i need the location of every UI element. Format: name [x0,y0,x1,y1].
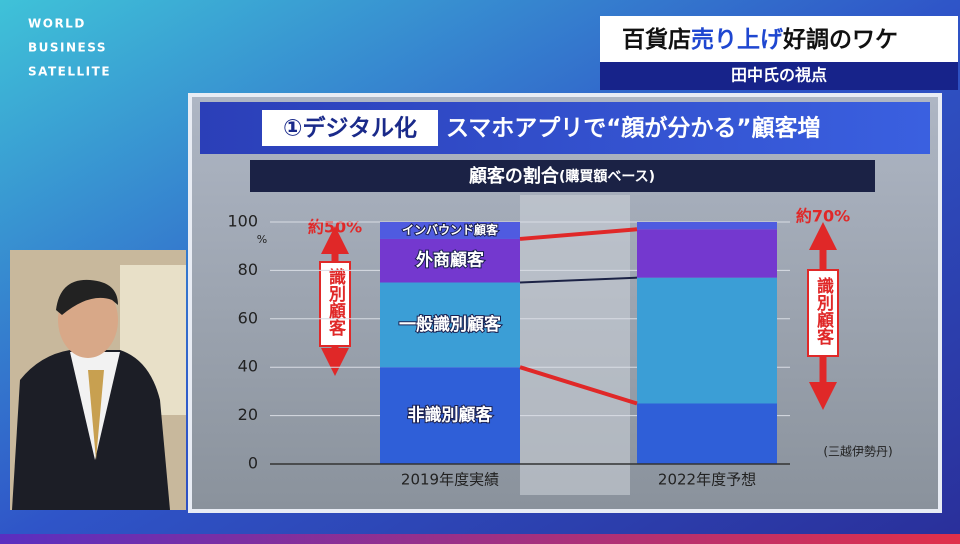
segment-label: 一般識別顧客 [399,314,502,335]
bottom-strip [0,534,960,544]
bar-segment [380,367,520,464]
annotation: 約50% [308,218,362,237]
chart-title: 顧客の割合(購買額ベース) [469,165,655,187]
y-tick-label: 20 [238,405,258,424]
y-unit: % [257,233,267,246]
headline-part: 好調のワケ [782,26,898,53]
segment-label: 外商顧客 [416,250,485,271]
y-tick-label: 80 [238,260,258,279]
subheadline-bar [600,62,958,90]
subheadline: 田中氏の視点 [731,66,827,85]
bar-segment [380,222,520,239]
x-tick-label: 2022年度予想 [658,471,756,489]
y-tick-label: 0 [248,454,258,473]
chart-subtitle: (購買額ベース) [559,168,655,185]
number-tag-box [262,110,438,146]
headline-part: 売り上げ [691,27,784,53]
bar-segment [637,229,777,278]
y-tick-label: 60 [238,308,258,327]
logo-line: SATELLITE [28,65,111,79]
segment-label: 非識別顧客 [408,405,494,426]
chart-title-main: 顧客の割合 [469,165,560,187]
bar-segment [637,403,777,464]
bar-segment [380,238,520,283]
annotation: 識別顧客 [813,276,835,346]
number-tag: ①デジタル化 [283,115,417,142]
connector [519,276,638,284]
presenter-hair [56,279,118,315]
segment-label: インバウンド顧客 [402,222,499,237]
source: (三越伊勢丹) [823,444,892,459]
logo-line: BUSINESS [28,41,107,55]
x-tick-label: 2019年度実績 [401,471,499,489]
logo-line: WORLD [28,17,86,31]
headline-part: 百貨店 [622,26,691,53]
annotation: 識別顧客 [325,267,347,337]
connector [519,365,638,406]
building [520,195,630,495]
presenter-tie [88,370,104,460]
headline: 百貨店売り上げ好調のワケ [622,26,898,53]
annotation: 約70% [796,207,850,226]
bar-segment [637,222,777,230]
y-tick-label: 40 [238,357,258,376]
connector [519,227,638,241]
annotation-box [319,261,351,347]
bar-segment [637,277,777,404]
headline-box [600,16,958,62]
chart-title-bar [250,160,875,192]
y-tick-label: 100 [227,212,258,231]
annotation-box [807,269,839,357]
panel-heading: スマホアプリで“顔が分かる”顧客増 [446,115,821,142]
bar-segment [380,282,520,368]
